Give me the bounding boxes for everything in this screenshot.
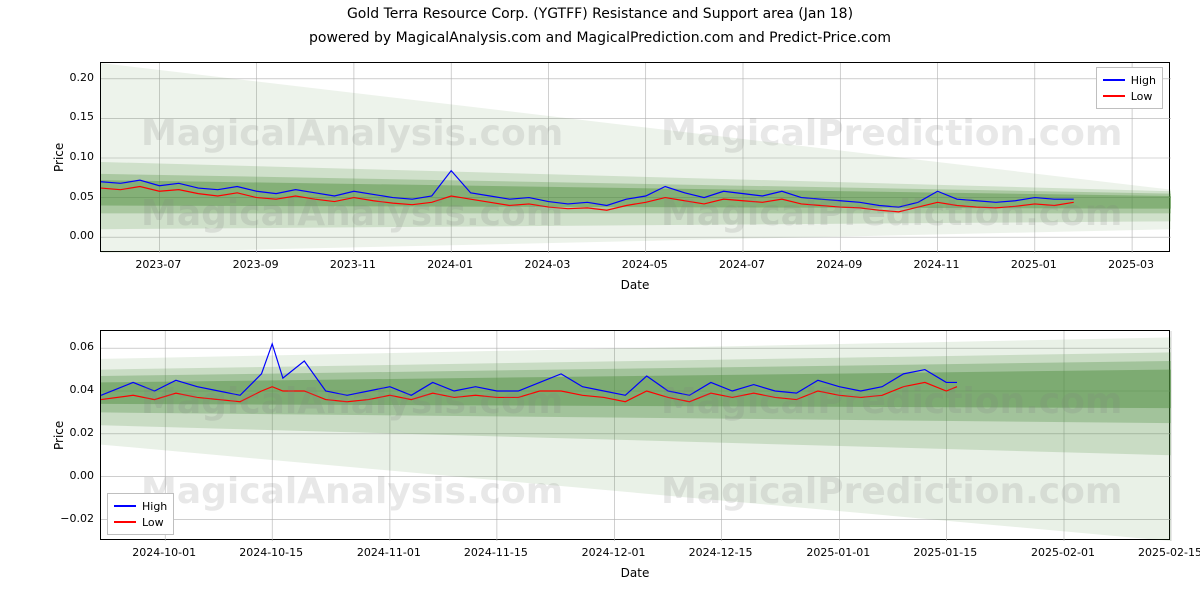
xlabel-bottom: Date [100, 566, 1170, 580]
ytick-label: 0.06 [44, 340, 94, 353]
xlabel-top: Date [100, 278, 1170, 292]
xtick-label: 2024-10-01 [132, 546, 196, 559]
legend-item-high-2: High [114, 498, 167, 514]
xtick-label: 2024-11-15 [464, 546, 528, 559]
chart-panel-bottom: MagicalAnalysis.com MagicalPrediction.co… [100, 330, 1170, 540]
xtick-label: 2024-09 [816, 258, 862, 271]
ytick-label: 0.02 [44, 426, 94, 439]
ytick-label: 0.15 [44, 110, 94, 123]
legend-swatch-high [1103, 79, 1125, 81]
legend-swatch-high-2 [114, 505, 136, 507]
legend-swatch-low [1103, 95, 1125, 97]
xtick-label: 2025-01-01 [806, 546, 870, 559]
xtick-label: 2024-01 [427, 258, 473, 271]
legend-label-high: High [1131, 74, 1156, 87]
chart-canvas-bottom [101, 331, 1169, 539]
xtick-label: 2024-12-15 [689, 546, 753, 559]
legend-label-low: Low [1131, 90, 1153, 103]
ytick-label: −0.02 [44, 512, 94, 525]
xtick-label: 2024-07 [719, 258, 765, 271]
legend-item-low-2: Low [114, 514, 167, 530]
xtick-label: 2023-11 [330, 258, 376, 271]
ytick-label: 0.10 [44, 150, 94, 163]
xtick-label: 2024-05 [622, 258, 668, 271]
chart-subtitle: powered by MagicalAnalysis.com and Magic… [0, 30, 1200, 46]
chart-panel-top: MagicalAnalysis.com MagicalPrediction.co… [100, 62, 1170, 252]
legend-swatch-low-2 [114, 521, 136, 523]
xtick-label: 2025-01-15 [913, 546, 977, 559]
ytick-label: 0.00 [44, 229, 94, 242]
xtick-label: 2024-10-15 [239, 546, 303, 559]
ytick-label: 0.00 [44, 469, 94, 482]
legend-label-high-2: High [142, 500, 167, 513]
ytick-label: 0.04 [44, 383, 94, 396]
xtick-label: 2024-11-01 [357, 546, 421, 559]
legend-label-low-2: Low [142, 516, 164, 529]
figure: Gold Terra Resource Corp. (YGTFF) Resist… [0, 0, 1200, 600]
legend-item-high: High [1103, 72, 1156, 88]
chart-title: Gold Terra Resource Corp. (YGTFF) Resist… [0, 6, 1200, 22]
legend-bottom: High Low [107, 493, 174, 535]
ytick-label: 0.05 [44, 190, 94, 203]
xtick-label: 2024-12-01 [582, 546, 646, 559]
xtick-label: 2023-09 [233, 258, 279, 271]
xtick-label: 2025-01 [1011, 258, 1057, 271]
legend-item-low: Low [1103, 88, 1156, 104]
xtick-label: 2025-02-01 [1031, 546, 1095, 559]
legend-top: High Low [1096, 67, 1163, 109]
xtick-label: 2024-11 [914, 258, 960, 271]
chart-canvas-top [101, 63, 1169, 251]
xtick-label: 2024-03 [524, 258, 570, 271]
ytick-label: 0.20 [44, 71, 94, 84]
xtick-label: 2025-02-15 [1138, 546, 1200, 559]
xtick-label: 2023-07 [135, 258, 181, 271]
xtick-label: 2025-03 [1108, 258, 1154, 271]
